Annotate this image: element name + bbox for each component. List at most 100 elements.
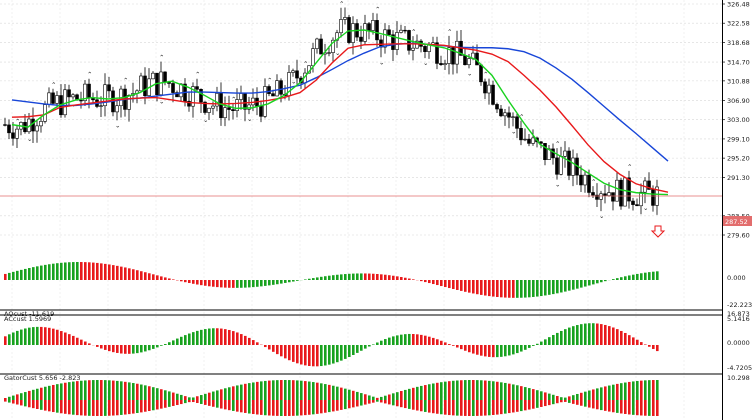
ac-bar (280, 345, 283, 357)
ao-bar (488, 280, 491, 297)
ao-bar (372, 273, 375, 280)
ac-bar (516, 345, 519, 354)
ao-bar (204, 280, 207, 286)
ao-bar (604, 280, 607, 282)
gator-bar (324, 384, 327, 400)
ao-bar (480, 280, 483, 295)
fractal-down-icon: ⌄ (159, 98, 164, 106)
ao-bar (544, 280, 547, 296)
ao-bar (184, 280, 187, 283)
ao-bar (20, 269, 23, 280)
ac-bar (624, 332, 627, 345)
gator-bar (424, 385, 427, 400)
gator-bar (400, 391, 403, 400)
ac-bar (388, 337, 391, 345)
gator-bar (236, 385, 239, 400)
gator-lower-bar (224, 400, 227, 410)
fractal-up-icon: ⌃ (339, 0, 344, 8)
gator-lower-bar (520, 400, 523, 412)
gator-bar (228, 387, 231, 400)
gator-lower-bar (472, 400, 475, 416)
candle-body (319, 38, 323, 55)
gator-bar (580, 392, 583, 400)
ao-bar (276, 280, 279, 285)
ao-bar (640, 273, 643, 280)
ao-bar (460, 280, 463, 291)
gator-lower-bar (220, 400, 223, 409)
ao-bar (152, 274, 155, 280)
candle-body (579, 174, 583, 186)
candle-body (327, 52, 331, 54)
gator-bar (504, 382, 507, 400)
gator-lower-bar (40, 400, 43, 410)
indicator-panes: 16.873 0.000 -22.223 5.1416 0.0000 -4.7205 10.… (0, 262, 752, 416)
ac-bar (572, 326, 575, 345)
price-tick-label: 299.10 (727, 135, 750, 143)
ac-bar (48, 327, 51, 345)
candle-body (51, 92, 55, 104)
gator-bar (336, 386, 339, 400)
ao-bar (356, 273, 359, 280)
ac-bar (412, 334, 415, 345)
ac-bar (656, 345, 659, 352)
gator-lower-bar (240, 400, 243, 413)
ac-bar (296, 345, 299, 364)
gator-bar (88, 380, 91, 400)
gator-bar (572, 395, 575, 400)
price-tick-label: 295.20 (727, 155, 750, 163)
ac-bar (256, 342, 259, 345)
gator-lower-bar (384, 400, 387, 404)
price-axis-labels: 326.48 322.58 318.68 314.70 310.88 306.90 303.… (722, 1, 750, 240)
gator-lower-bar (12, 400, 15, 404)
ac-bar (588, 323, 591, 345)
gator-lower-bar (28, 400, 31, 408)
ac-bar (364, 345, 367, 349)
price-tick-label: 310.88 (727, 77, 750, 85)
gator-lower-bar (348, 400, 351, 409)
gator-pane-title: GatorCust 5.656 -2.823 (4, 374, 81, 382)
candle-body (519, 128, 523, 141)
gator-bar (24, 392, 27, 400)
gator-lower-bar (128, 400, 131, 415)
ac-bar (104, 345, 107, 350)
ac-bar (652, 345, 655, 349)
candle-body (99, 105, 103, 107)
candle-body (627, 177, 631, 202)
gator-lower-bar (412, 400, 415, 410)
candle-body (635, 204, 639, 207)
ac-bar (68, 334, 71, 345)
ao-bar (240, 280, 243, 288)
gator-lower-bar (244, 400, 247, 413)
ao-bar (200, 280, 203, 286)
fractal-up-icon: ⌃ (591, 178, 596, 186)
gator-lower-bar (468, 400, 471, 416)
ac-bar (300, 345, 303, 365)
ac-bar (392, 336, 395, 345)
candle-body (647, 180, 651, 190)
ac-bar (160, 345, 163, 346)
candle-body (7, 124, 11, 134)
ao-bar (312, 278, 315, 280)
ac-bar (272, 345, 275, 352)
gator-bar (176, 393, 179, 400)
gator-bar (76, 381, 79, 400)
gator-bar (104, 380, 107, 400)
candle-body (211, 105, 215, 109)
ao-bar (596, 280, 599, 284)
gator-bar (208, 392, 211, 400)
candle-body (47, 92, 51, 105)
gator-lower-bar (452, 400, 455, 416)
gator-lower-bar (180, 400, 183, 405)
ao-bar (308, 278, 311, 280)
ac-bar (340, 345, 343, 361)
fractal-down-icon: ⌄ (115, 121, 120, 129)
candle-body (39, 121, 43, 127)
gator-lower-bar (204, 400, 207, 405)
ac-bar (196, 330, 199, 345)
candle-body (227, 107, 231, 110)
ao-bar (336, 274, 339, 280)
gator-lower-bar (164, 400, 167, 408)
ac-bar (596, 323, 599, 345)
gator-bar (624, 382, 627, 400)
